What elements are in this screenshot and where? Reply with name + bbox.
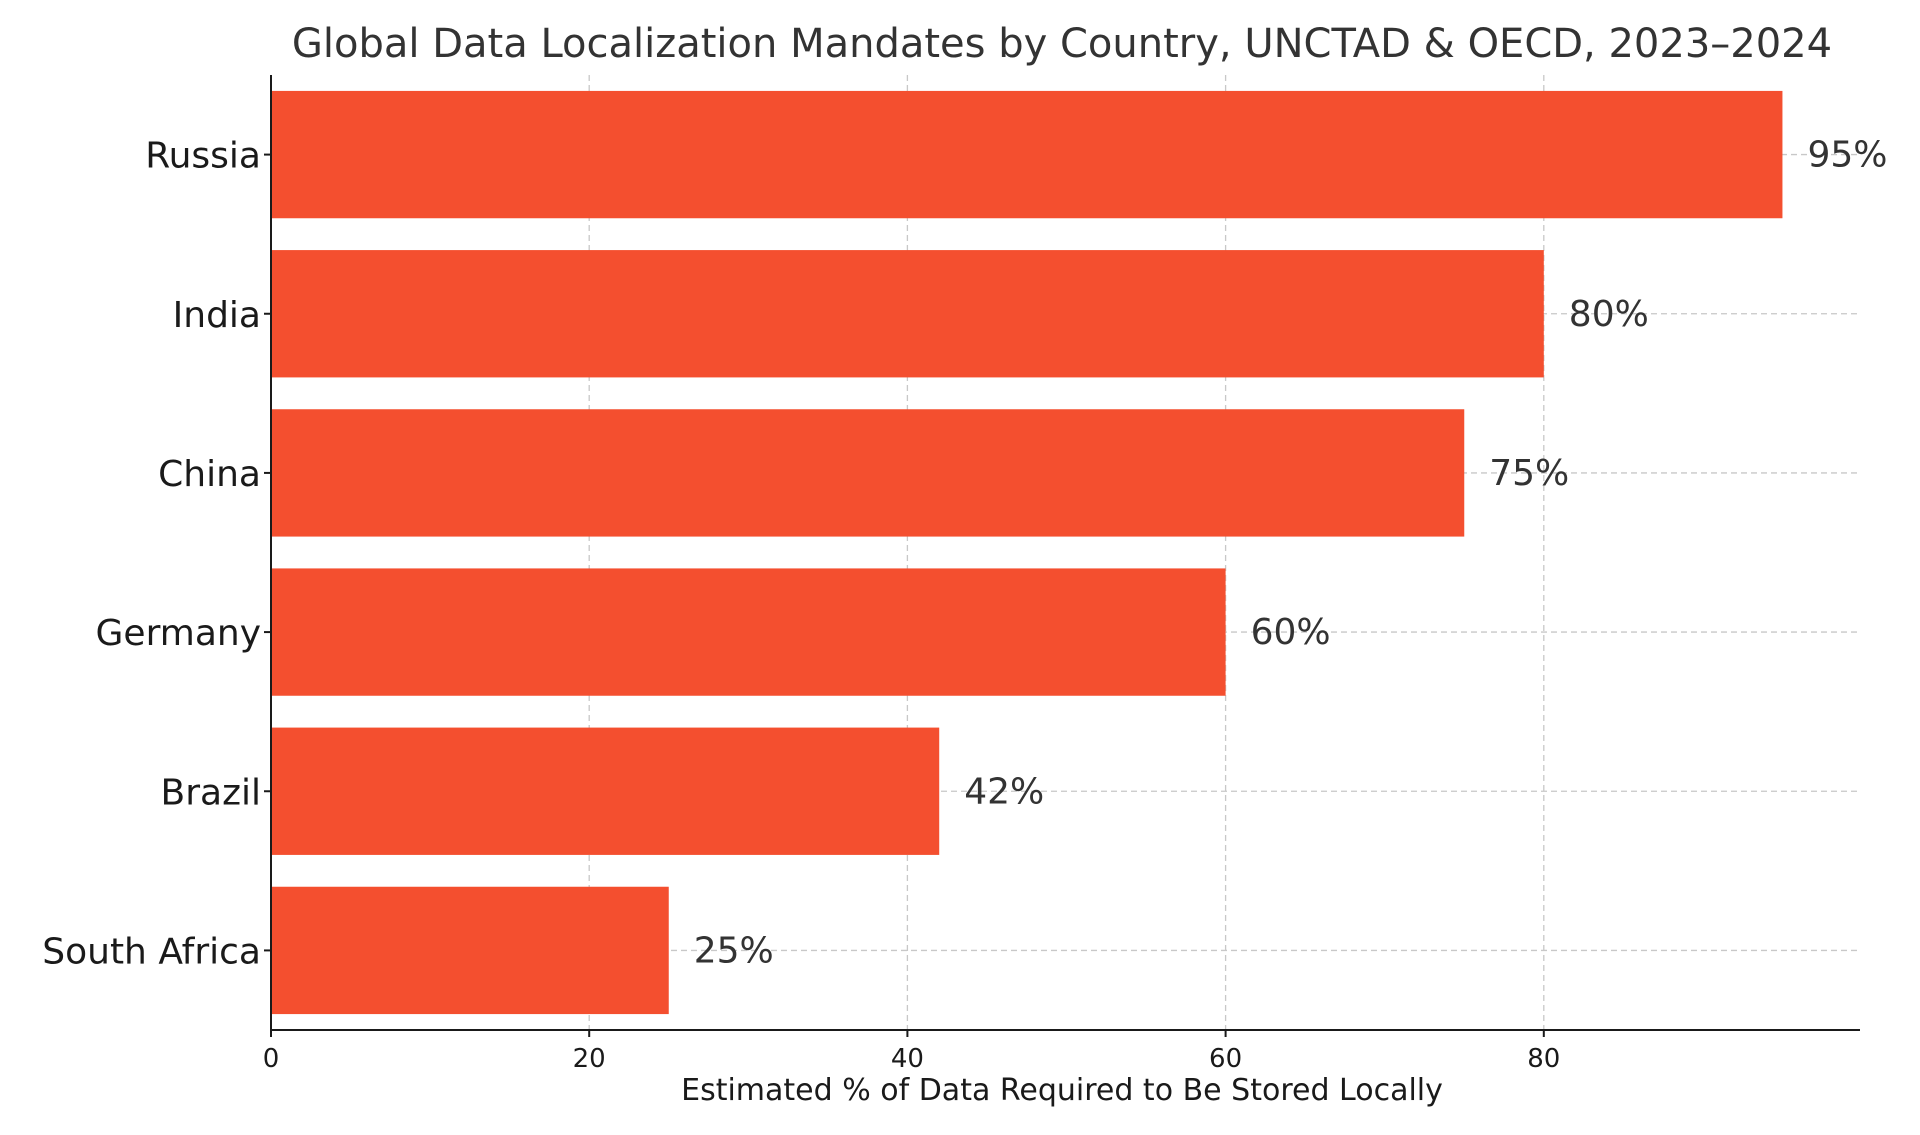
- chart-title: Global Data Localization Mandates by Cou…: [292, 21, 1832, 67]
- category-label: Russia: [145, 136, 261, 177]
- x-tick-label: 80: [1527, 1044, 1560, 1074]
- axes: Russia India China Germany Brazil South Afric…: [42, 75, 1860, 1074]
- bar: [271, 90, 1783, 219]
- x-tick-label: 60: [1209, 1044, 1242, 1074]
- category-label: China: [158, 454, 261, 495]
- data-label: 42%: [964, 771, 1044, 812]
- data-label: 75%: [1489, 453, 1569, 494]
- x-tick-label: 20: [573, 1044, 606, 1074]
- x-tick-label: 40: [891, 1044, 924, 1074]
- x-axis-label: Estimated % of Data Required to Be Store…: [681, 1073, 1443, 1108]
- data-label: 80%: [1569, 294, 1649, 335]
- data-label: 60%: [1251, 612, 1331, 653]
- category-label: Brazil: [161, 772, 261, 813]
- bar: [271, 886, 669, 1015]
- category-label: South Africa: [42, 931, 261, 972]
- bar: [271, 250, 1544, 378]
- bar: [271, 409, 1465, 537]
- x-tick-label: 0: [263, 1044, 280, 1074]
- bar: [271, 568, 1226, 696]
- category-label: India: [173, 295, 261, 336]
- bar: [271, 727, 940, 855]
- data-label: 25%: [694, 930, 774, 971]
- bars: 95% 80% 75% 60% 42% 25%: [271, 90, 1887, 1015]
- data-label: 95%: [1807, 135, 1887, 176]
- category-label: Germany: [96, 613, 261, 654]
